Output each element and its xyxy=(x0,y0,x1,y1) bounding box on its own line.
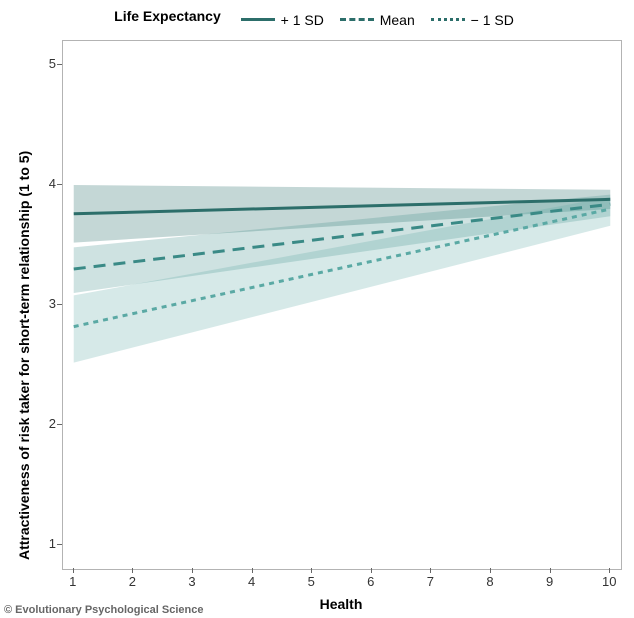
plot-panel xyxy=(62,40,622,570)
x-tick-label: 4 xyxy=(242,574,262,589)
legend-item-minus1sd: − 1 SD xyxy=(431,12,514,28)
y-tick-mark xyxy=(57,64,62,65)
x-tick-mark xyxy=(550,568,551,573)
x-tick-mark xyxy=(252,568,253,573)
x-tick-label: 3 xyxy=(182,574,202,589)
x-tick-mark xyxy=(132,568,133,573)
x-tick-label: 8 xyxy=(480,574,500,589)
x-tick-label: 1 xyxy=(63,574,83,589)
y-tick-mark xyxy=(57,544,62,545)
image-credit: © Evolutionary Psychological Science xyxy=(4,604,203,616)
legend-label: Mean xyxy=(380,12,415,28)
x-tick-mark xyxy=(311,568,312,573)
chart-container: Life Expectancy + 1 SD Mean − 1 SD Attra… xyxy=(0,0,634,618)
x-tick-mark xyxy=(73,568,74,573)
y-axis-label: Attractiveness of risk taker for short-t… xyxy=(16,151,32,560)
x-tick-mark xyxy=(430,568,431,573)
y-tick-label: 5 xyxy=(28,56,56,71)
legend: Life Expectancy + 1 SD Mean − 1 SD xyxy=(0,8,634,28)
legend-swatch-shortdash xyxy=(431,18,465,21)
y-tick-label: 1 xyxy=(28,536,56,551)
x-tick-mark xyxy=(192,568,193,573)
legend-item-plus1sd: + 1 SD xyxy=(241,12,324,28)
legend-swatch-solid xyxy=(241,18,275,21)
x-tick-label: 10 xyxy=(599,574,619,589)
legend-item-mean: Mean xyxy=(340,12,415,28)
x-tick-mark xyxy=(609,568,610,573)
plot-svg xyxy=(63,41,621,569)
y-tick-mark xyxy=(57,184,62,185)
legend-title: Life Expectancy xyxy=(114,8,221,24)
y-tick-label: 2 xyxy=(28,416,56,431)
legend-label: + 1 SD xyxy=(281,12,324,28)
x-tick-label: 2 xyxy=(122,574,142,589)
legend-label: − 1 SD xyxy=(471,12,514,28)
y-tick-label: 4 xyxy=(28,176,56,191)
y-tick-mark xyxy=(57,424,62,425)
x-tick-mark xyxy=(371,568,372,573)
x-tick-label: 7 xyxy=(420,574,440,589)
x-tick-label: 6 xyxy=(361,574,381,589)
y-tick-mark xyxy=(57,304,62,305)
x-tick-label: 5 xyxy=(301,574,321,589)
y-tick-label: 3 xyxy=(28,296,56,311)
x-tick-mark xyxy=(490,568,491,573)
legend-swatch-longdash xyxy=(340,18,374,21)
x-tick-label: 9 xyxy=(540,574,560,589)
